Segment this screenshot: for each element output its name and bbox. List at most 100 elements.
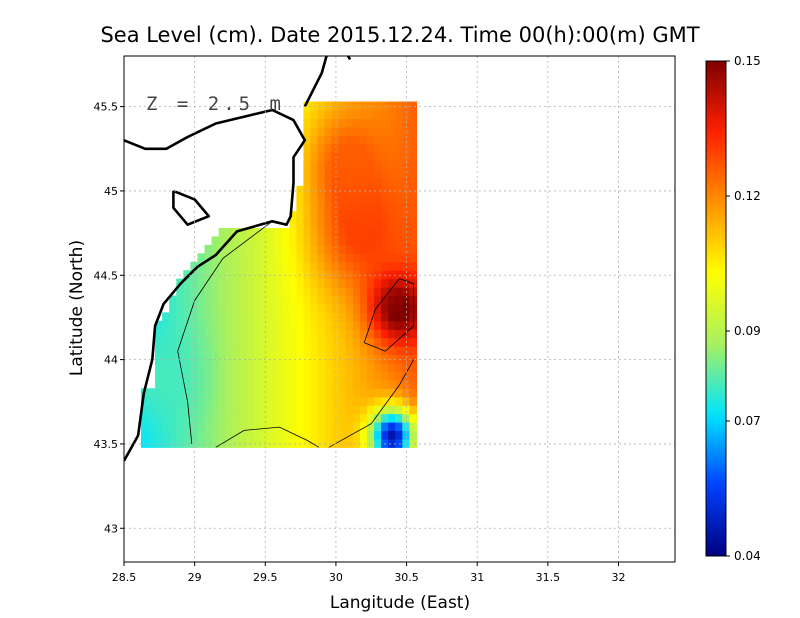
field-cell (395, 185, 403, 195)
field-cell (381, 101, 389, 111)
field-cell (374, 228, 382, 238)
field-cell (374, 101, 382, 111)
field-cell (317, 152, 326, 162)
field-cell (303, 211, 312, 221)
field-cell (275, 362, 283, 372)
field-cell (197, 379, 206, 389)
field-cell (140, 422, 149, 432)
field-cell (282, 388, 290, 398)
field-cell (338, 379, 347, 389)
field-cell (225, 329, 234, 339)
field-cell (289, 388, 297, 398)
field-cell (253, 346, 262, 356)
field-cell (261, 422, 269, 432)
field-cell (225, 388, 234, 398)
field-cell (176, 388, 184, 398)
field-cell (359, 295, 368, 305)
field-cell (402, 253, 410, 263)
field-cell (197, 396, 206, 406)
field-cell (409, 430, 418, 440)
field-cell (296, 253, 305, 263)
field-cell (317, 362, 326, 372)
field-cell (381, 295, 389, 305)
field-cell (352, 135, 361, 145)
field-cell (197, 303, 206, 313)
field-cell (176, 362, 184, 372)
field-cell (296, 202, 305, 212)
field-cell (317, 371, 326, 381)
field-cell (324, 379, 333, 389)
field-cell (232, 337, 241, 347)
coastline-main (124, 108, 307, 462)
field-cell (176, 354, 184, 364)
field-cell (381, 438, 389, 448)
field-cell (402, 295, 410, 305)
field-cell (352, 422, 361, 432)
field-cell (402, 236, 410, 246)
field-cell (289, 362, 297, 372)
field-cell (409, 152, 418, 162)
field-cell (338, 118, 347, 128)
field-cell (232, 236, 241, 246)
field-cell (367, 320, 375, 330)
field-cell (268, 270, 276, 280)
field-cell (211, 253, 220, 263)
field-cell (352, 362, 361, 372)
field-cell (388, 312, 396, 322)
field-cell (402, 346, 410, 356)
y-tick-label: 44.5 (94, 269, 119, 282)
field-cell (296, 362, 305, 372)
field-cell (359, 211, 368, 221)
field-cell (296, 278, 305, 288)
field-cell (345, 185, 354, 195)
field-cell (331, 109, 340, 119)
field-cell (352, 177, 361, 187)
field-cell (268, 362, 276, 372)
field-cell (225, 396, 234, 406)
field-cell (310, 371, 319, 381)
field-cell (268, 303, 276, 313)
field-cell (402, 228, 410, 238)
field-cell (345, 396, 354, 406)
field-cell (296, 413, 305, 423)
field-cell (374, 169, 382, 179)
field-cell (239, 346, 248, 356)
field-cell (381, 388, 389, 398)
field-cell (239, 422, 248, 432)
field-cell (367, 135, 375, 145)
field-cell (253, 388, 262, 398)
field-cell (359, 253, 368, 263)
field-cell (268, 405, 276, 415)
field-cell (331, 346, 340, 356)
field-cell (402, 135, 410, 145)
field-cell (190, 346, 199, 356)
field-cell (395, 143, 403, 153)
field-cell (232, 362, 241, 372)
field-cell (324, 396, 333, 406)
field-cell (155, 422, 163, 432)
field-cell (218, 236, 227, 246)
field-cell (296, 236, 305, 246)
field-cell (239, 295, 248, 305)
field-cell (239, 320, 248, 330)
field-cell (197, 261, 206, 271)
field-cell (402, 396, 410, 406)
field-cell (345, 329, 354, 339)
field-cell (246, 405, 255, 415)
field-cell (261, 295, 269, 305)
field-cell (261, 312, 269, 322)
field-cell (359, 126, 368, 136)
field-cell (317, 177, 326, 187)
field-cell (359, 169, 368, 179)
field-cell (211, 287, 220, 297)
field-cell (381, 405, 389, 415)
field-cell (303, 320, 312, 330)
field-cell (402, 379, 410, 389)
y-tick-label: 45 (104, 185, 118, 198)
field-cell (317, 109, 326, 119)
field-cell (359, 152, 368, 162)
field-cell (338, 194, 347, 204)
field-cell (345, 177, 354, 187)
field-cell (317, 169, 326, 179)
field-cell (338, 211, 347, 221)
